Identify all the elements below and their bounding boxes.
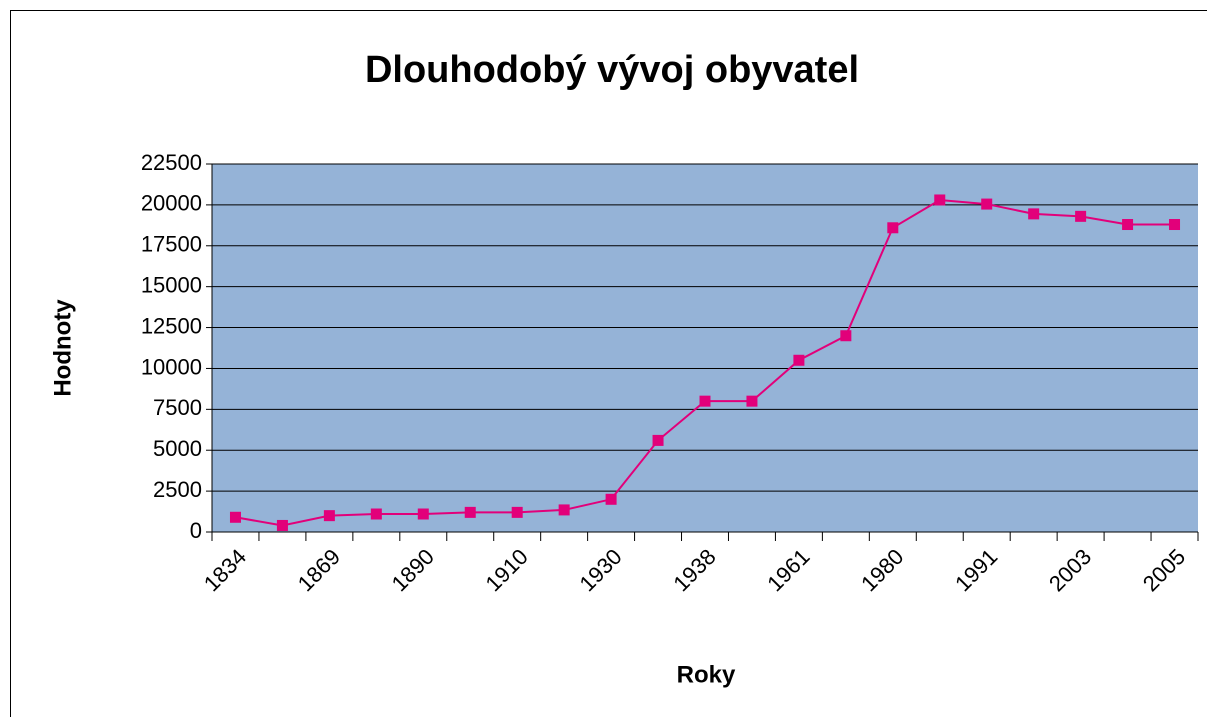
data-point — [558, 504, 570, 516]
y-tick-label: 15000 — [141, 272, 202, 297]
data-point — [464, 506, 476, 518]
data-point — [981, 198, 993, 210]
data-point — [229, 511, 241, 523]
data-point — [417, 508, 429, 520]
data-point — [370, 508, 382, 520]
data-point — [1028, 208, 1040, 220]
data-point — [934, 194, 946, 206]
x-axis-label: Roky — [677, 661, 736, 688]
data-point — [1169, 219, 1181, 231]
y-tick-label: 7500 — [153, 395, 202, 420]
y-tick-label: 22500 — [141, 150, 202, 175]
data-point — [276, 519, 288, 531]
y-tick-label: 12500 — [141, 313, 202, 338]
data-point — [605, 493, 617, 505]
data-point — [323, 510, 335, 522]
data-point — [1075, 210, 1087, 222]
y-tick-label: 20000 — [141, 191, 202, 216]
data-point — [699, 395, 711, 407]
data-point — [887, 222, 899, 234]
data-point — [1122, 219, 1134, 231]
y-tick-label: 17500 — [141, 232, 202, 257]
y-tick-label: 10000 — [141, 354, 202, 379]
chart-title: Dlouhodobý vývoj obyvatel — [365, 49, 859, 91]
data-point — [793, 354, 805, 366]
data-point — [840, 330, 852, 342]
plot-area — [212, 164, 1198, 532]
data-point — [652, 434, 664, 446]
y-axis-label: Hodnoty — [49, 299, 76, 397]
data-point — [511, 506, 523, 518]
y-tick-label: 2500 — [153, 477, 202, 502]
y-tick-label: 0 — [190, 518, 202, 543]
data-point — [746, 395, 758, 407]
y-tick-label: 5000 — [153, 436, 202, 461]
